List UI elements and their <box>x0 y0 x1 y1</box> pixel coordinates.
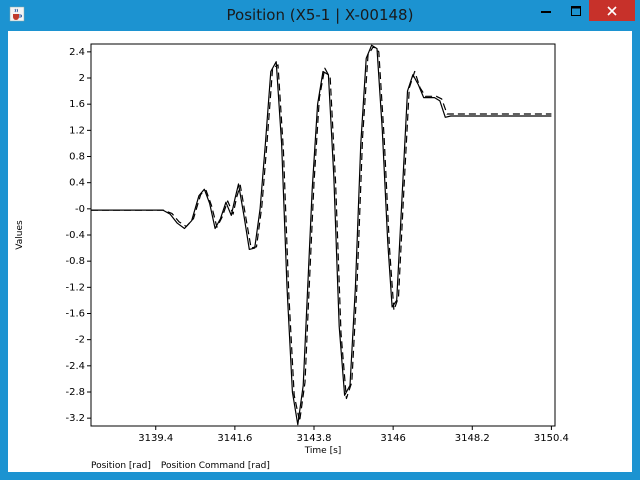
chart-panel: 2.4 2 1.6 1.2 0.8 0.4 -0 -0.4 -0.8 -1.2 -1.6 -2 -2.4… <box>8 31 632 472</box>
minimize-button[interactable] <box>530 0 562 21</box>
y-tick-label: 2 <box>79 73 85 84</box>
x-tick-label: 3139.4 <box>138 433 173 444</box>
x-tick-label: 3141.6 <box>217 433 252 444</box>
line-chart: 2.4 2 1.6 1.2 0.8 0.4 -0 -0.4 -0.8 -1.2 -1.6 -2 -2.4… <box>15 43 569 456</box>
y-tick-label: 1.6 <box>69 99 85 110</box>
maximize-icon <box>571 5 581 16</box>
legend-item-position-command: Position Command [rad] <box>160 461 270 471</box>
y-tick-label: 0.8 <box>69 152 85 163</box>
y-axis-label: Values <box>15 220 25 250</box>
series-line-position <box>91 44 552 426</box>
window-title: Position (X5-1 | X-00148) <box>226 6 414 24</box>
x-tick-label: 3150.4 <box>534 433 569 444</box>
y-tick-label: -0.4 <box>65 230 85 241</box>
y-tick-label: 2.4 <box>69 47 85 58</box>
y-tick-label: -1.6 <box>65 308 85 319</box>
java-cup-icon <box>9 6 25 22</box>
minimize-icon <box>541 10 551 13</box>
maximize-button[interactable] <box>560 0 592 21</box>
y-tick-label: -0.8 <box>65 256 85 267</box>
close-icon <box>607 5 617 16</box>
x-tick-label: 3148.2 <box>455 433 490 444</box>
y-tick-label: -2 <box>75 335 85 346</box>
legend: Position [rad] Position Command [rad] <box>91 461 280 471</box>
plot-frame <box>90 43 556 427</box>
y-tick-label: 0.4 <box>69 178 85 189</box>
y-tick-label: -2.8 <box>65 387 85 398</box>
x-axis-label: Time [s] <box>304 446 342 456</box>
y-tick-label: -2.4 <box>65 361 85 372</box>
y-tick-label: -1.2 <box>65 282 85 293</box>
y-tick-label: 1.2 <box>69 125 85 136</box>
y-tick-label: -0 <box>75 204 85 215</box>
close-button[interactable] <box>589 0 635 21</box>
y-tick-label: -3.2 <box>65 413 85 424</box>
legend-item-position: Position [rad] <box>91 461 151 471</box>
series-line-position-command <box>91 46 552 422</box>
x-tick-label: 3143.8 <box>297 433 332 444</box>
title-bar[interactable]: Position (X5-1 | X-00148) <box>0 0 640 31</box>
x-tick-label: 3146 <box>380 433 405 444</box>
